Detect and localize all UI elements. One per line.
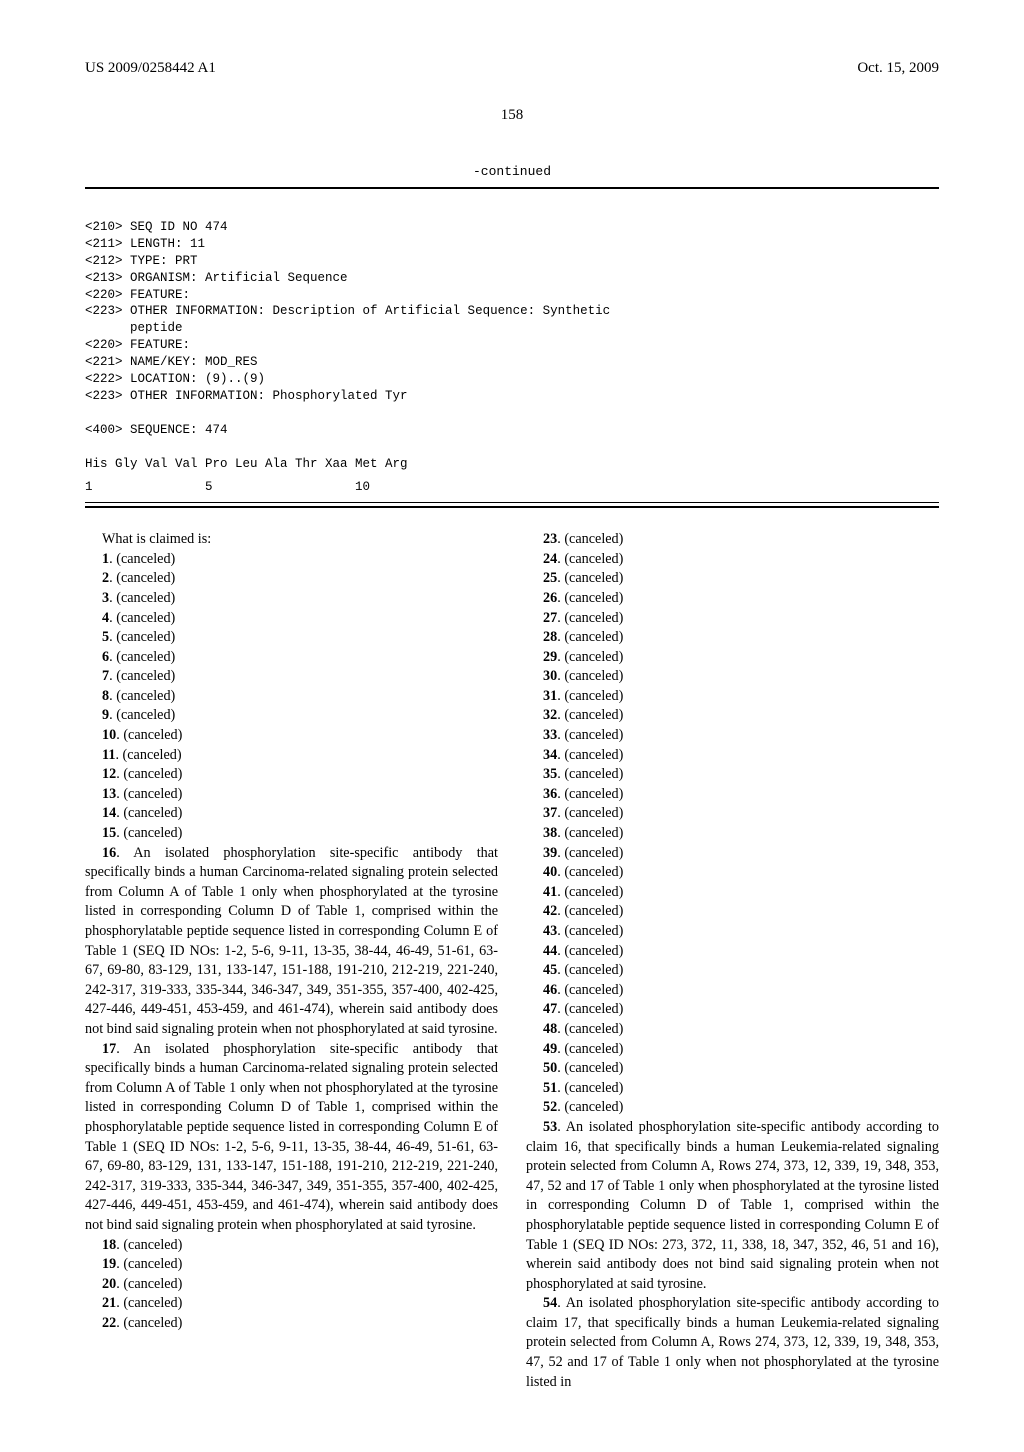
claim-canceled: 34. (canceled) [526,746,939,766]
claim-canceled: 14. (canceled) [85,804,498,824]
claim-canceled: 2. (canceled) [85,569,498,589]
claim-canceled: 39. (canceled) [526,844,939,864]
claim-canceled: 24. (canceled) [526,550,939,570]
claim-53: 53. An isolated phosphorylation site-spe… [526,1118,939,1294]
claims-lead: What is claimed is: [85,530,498,550]
sequence-header: <210> SEQ ID NO 474 <211> LENGTH: 11 <21… [85,189,939,444]
claim-canceled: 28. (canceled) [526,628,939,648]
claim-canceled: 40. (canceled) [526,863,939,883]
claim-canceled: 43. (canceled) [526,922,939,942]
claim-canceled: 5. (canceled) [85,628,498,648]
claim-canceled: 52. (canceled) [526,1098,939,1118]
claim-canceled: 51. (canceled) [526,1079,939,1099]
claims-col-left: What is claimed is: 1. (canceled)2. (can… [85,530,498,1392]
claim-canceled: 8. (canceled) [85,687,498,707]
claim-canceled: 26. (canceled) [526,589,939,609]
claim-canceled: 41. (canceled) [526,883,939,903]
claim-canceled: 22. (canceled) [85,1314,498,1334]
claim-canceled: 7. (canceled) [85,667,498,687]
page: US 2009/0258442 A1 Oct. 15, 2009 158 -co… [0,0,1024,1452]
claim-canceled: 38. (canceled) [526,824,939,844]
doc-header: US 2009/0258442 A1 Oct. 15, 2009 [85,60,939,77]
claim-54: 54. An isolated phosphorylation site-spe… [526,1294,939,1392]
claim-canceled: 31. (canceled) [526,687,939,707]
claim-canceled: 35. (canceled) [526,765,939,785]
claim-canceled: 49. (canceled) [526,1040,939,1060]
page-number: 158 [85,107,939,124]
claim-canceled: 12. (canceled) [85,765,498,785]
claim-canceled: 45. (canceled) [526,961,939,981]
claim-canceled: 20. (canceled) [85,1275,498,1295]
claim-17: 17. An isolated phosphorylation site-spe… [85,1040,498,1236]
claim-canceled: 33. (canceled) [526,726,939,746]
claim-16: 16. An isolated phosphorylation site-spe… [85,844,498,1040]
claim-canceled: 30. (canceled) [526,667,939,687]
claim-canceled: 3. (canceled) [85,589,498,609]
claim-canceled: 18. (canceled) [85,1236,498,1256]
claim-canceled: 50. (canceled) [526,1059,939,1079]
claim-canceled: 15. (canceled) [85,824,498,844]
pub-date: Oct. 15, 2009 [857,60,939,77]
claim-canceled: 21. (canceled) [85,1294,498,1314]
claim-canceled: 32. (canceled) [526,706,939,726]
claim-canceled: 46. (canceled) [526,981,939,1001]
claim-canceled: 29. (canceled) [526,648,939,668]
claim-canceled: 4. (canceled) [85,609,498,629]
claim-canceled: 9. (canceled) [85,706,498,726]
claim-canceled: 10. (canceled) [85,726,498,746]
continued-label: -continued [85,164,939,179]
claim-canceled: 11. (canceled) [85,746,498,766]
claim-canceled: 19. (canceled) [85,1255,498,1275]
claim-canceled: 13. (canceled) [85,785,498,805]
pub-number: US 2009/0258442 A1 [85,60,216,77]
claim-canceled: 27. (canceled) [526,609,939,629]
claim-canceled: 44. (canceled) [526,942,939,962]
claim-canceled: 36. (canceled) [526,785,939,805]
claims-columns: What is claimed is: 1. (canceled)2. (can… [85,530,939,1392]
sequence-indices: 1 5 10 [85,479,939,502]
claim-canceled: 48. (canceled) [526,1020,939,1040]
claim-canceled: 23. (canceled) [526,530,939,550]
claim-canceled: 6. (canceled) [85,648,498,668]
claims-col-right: 23. (canceled)24. (canceled)25. (cancele… [526,530,939,1392]
claim-canceled: 42. (canceled) [526,902,939,922]
claim-canceled: 25. (canceled) [526,569,939,589]
claim-canceled: 47. (canceled) [526,1000,939,1020]
claim-canceled: 37. (canceled) [526,804,939,824]
rule-bottom [85,506,939,508]
claim-canceled: 1. (canceled) [85,550,498,570]
sequence-residues: His Gly Val Val Pro Leu Ala Thr Xaa Met … [85,444,939,479]
